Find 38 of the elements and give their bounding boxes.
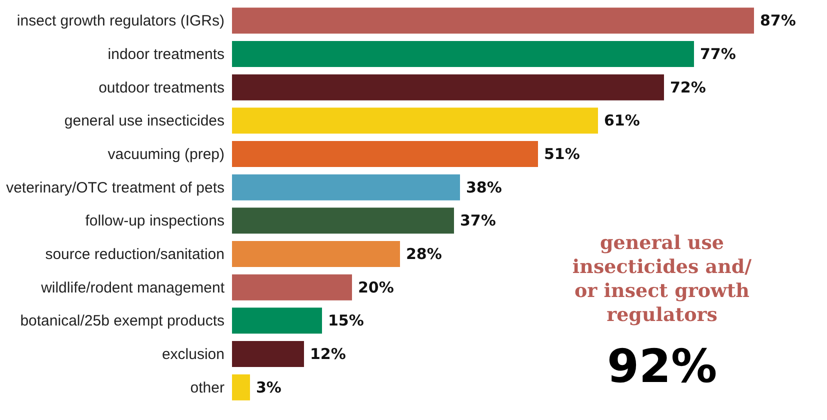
data-label: 51%: [544, 145, 580, 163]
data-label: 28%: [406, 245, 442, 263]
annotation: 92%: [606, 339, 718, 393]
data-label: 72%: [670, 78, 706, 96]
data-label: 3%: [256, 378, 282, 396]
bar: [232, 308, 322, 334]
y-tick-label: indoor treatments: [108, 46, 224, 63]
bar: [232, 8, 754, 34]
data-label: 87%: [760, 12, 796, 30]
data-label: 12%: [310, 345, 346, 363]
bar: [232, 374, 250, 400]
bar: [232, 74, 664, 100]
bar: [232, 41, 694, 67]
y-tick-label: botanical/25b exempt products: [20, 312, 224, 330]
y-tick-label: general use insecticides: [64, 112, 224, 130]
y-tick-label: outdoor treatments: [98, 79, 224, 96]
y-tick-label: follow-up inspections: [85, 212, 224, 230]
y-tick-label: wildlife/rodent management: [40, 279, 226, 296]
bar: [232, 208, 454, 234]
data-label: 61%: [604, 112, 640, 130]
bar: [232, 141, 538, 167]
y-tick-label: insect growth regulators (IGRs): [16, 12, 224, 30]
bar: [232, 108, 598, 134]
bar: [232, 241, 400, 267]
data-label: 20%: [358, 278, 394, 296]
bar: [232, 341, 304, 367]
y-tick-label: exclusion: [162, 346, 224, 363]
data-label: 15%: [328, 312, 364, 330]
bar: [232, 174, 460, 200]
data-label: 38%: [466, 178, 502, 196]
y-tick-label: source reduction/sanitation: [45, 246, 224, 263]
y-tick-label: vacuuming (prep): [108, 146, 225, 163]
annotation: general use insecticides and/ or insect growth regulators: [572, 232, 752, 326]
bar: [232, 274, 352, 300]
y-tick-label: other: [190, 379, 224, 396]
data-label: 77%: [700, 45, 736, 63]
y-tick-label: veterinary/OTC treatment of pets: [6, 179, 224, 196]
data-label: 37%: [460, 212, 496, 230]
